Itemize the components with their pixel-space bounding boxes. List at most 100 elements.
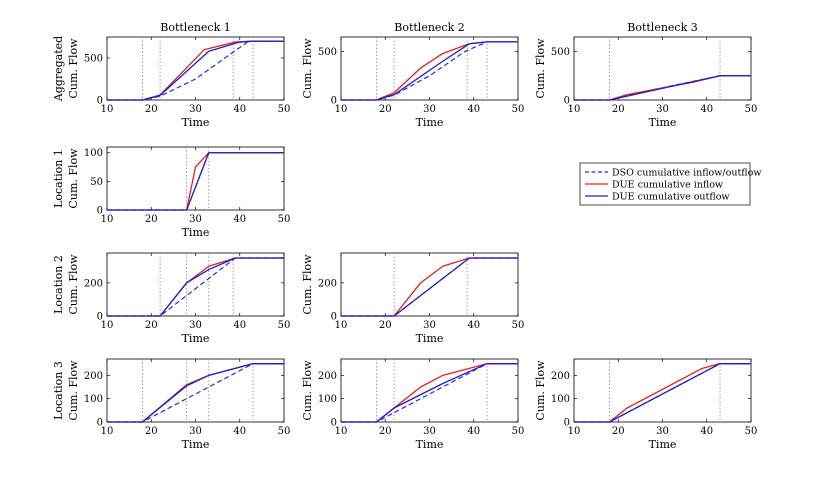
x-axis-label: Time <box>182 226 210 239</box>
x-tick-label: 40 <box>700 426 713 437</box>
y-tick-label: 500 <box>318 47 337 58</box>
column-title: Bottleneck 3 <box>627 21 698 34</box>
y-axis-label: Cum. Flow <box>301 254 314 315</box>
y-tick-label: 500 <box>84 54 103 65</box>
legend-label: DUE cumulative inflow <box>612 180 723 191</box>
x-tick-label: 20 <box>145 214 158 225</box>
series-line-due-out <box>107 363 284 423</box>
x-tick-label: 30 <box>423 426 436 437</box>
y-tick-label: 100 <box>84 394 103 405</box>
x-axis-label: Time <box>416 332 444 345</box>
column-title: Bottleneck 2 <box>394 21 465 34</box>
y-tick-label: 200 <box>84 278 103 289</box>
series-line-due-out <box>107 257 284 317</box>
x-tick-label: 10 <box>101 320 114 331</box>
y-tick-label: 500 <box>551 47 570 58</box>
plot-area <box>106 146 285 211</box>
y-tick-label: 200 <box>84 371 103 382</box>
x-tick-label: 50 <box>512 426 525 437</box>
x-tick-label: 10 <box>101 214 114 225</box>
x-tick-label: 10 <box>335 104 348 115</box>
y-tick-label: 200 <box>551 371 570 382</box>
series-line-due-out <box>574 75 751 101</box>
subplot-grid: Bottleneck 1 Bottleneck 2 Bottleneck 3 Aggr… <box>52 21 757 451</box>
y-tick-label: 0 <box>331 312 337 323</box>
y-tick-label: 0 <box>331 418 337 429</box>
y-axis-label: Cum. Flow <box>67 254 80 315</box>
x-axis-label: Time <box>182 438 210 451</box>
series-line-due-out <box>341 41 518 101</box>
x-tick-label: 20 <box>379 320 392 331</box>
x-tick-label: 10 <box>101 426 114 437</box>
x-tick-label: 20 <box>379 104 392 115</box>
x-tick-label: 50 <box>745 426 758 437</box>
x-tick-label: 30 <box>423 320 436 331</box>
x-tick-label: 40 <box>233 104 246 115</box>
subplot: 10 20 30 40 50 0 100 200 Time Cum. Flow <box>67 358 291 451</box>
x-tick-label: 30 <box>189 426 202 437</box>
y-axis-label: Cum. Flow <box>301 360 314 421</box>
x-tick-label: 20 <box>145 426 158 437</box>
x-tick-label: 20 <box>612 104 625 115</box>
y-tick-label: 0 <box>97 96 103 107</box>
x-tick-label: 20 <box>612 426 625 437</box>
x-axis-label: Time <box>182 116 210 129</box>
x-tick-label: 40 <box>233 214 246 225</box>
x-tick-label: 30 <box>656 104 669 115</box>
x-tick-label: 30 <box>189 320 202 331</box>
x-tick-label: 30 <box>423 104 436 115</box>
x-tick-label: 10 <box>568 426 581 437</box>
y-tick-label: 100 <box>84 148 103 159</box>
x-tick-label: 40 <box>467 426 480 437</box>
plot-area <box>106 252 285 317</box>
x-tick-label: 30 <box>656 426 669 437</box>
x-tick-label: 30 <box>189 214 202 225</box>
x-tick-label: 10 <box>335 426 348 437</box>
subplot: 10 20 30 40 50 0 200 Time Cum. Flow <box>301 252 525 345</box>
x-tick-label: 10 <box>568 104 581 115</box>
y-tick-label: 0 <box>97 206 103 217</box>
x-tick-label: 10 <box>101 104 114 115</box>
y-tick-label: 0 <box>564 418 570 429</box>
plot-area <box>340 36 519 101</box>
y-tick-label: 50 <box>90 177 103 188</box>
series-line-due-out <box>341 363 518 423</box>
x-axis-label: Time <box>649 116 677 129</box>
y-tick-label: 0 <box>331 96 337 107</box>
y-axis-label: Cum. Flow <box>67 38 80 99</box>
x-tick-label: 10 <box>335 320 348 331</box>
y-tick-label: 200 <box>318 278 337 289</box>
series-line-due-out <box>107 152 284 211</box>
y-axis-label: Cum. Flow <box>534 360 547 421</box>
series-line-due-out <box>107 40 284 101</box>
row-label: Location 2 <box>52 255 65 314</box>
x-axis-label: Time <box>416 116 444 129</box>
y-tick-label: 100 <box>318 394 337 405</box>
series-line-due-out <box>574 363 751 423</box>
x-tick-label: 50 <box>278 320 291 331</box>
plot-area <box>106 358 285 423</box>
y-tick-label: 0 <box>564 96 570 107</box>
y-tick-label: 200 <box>318 371 337 382</box>
x-tick-label: 40 <box>233 426 246 437</box>
x-tick-label: 50 <box>512 320 525 331</box>
x-tick-label: 50 <box>278 426 291 437</box>
plot-area <box>573 358 752 423</box>
row-label: Aggregated <box>52 36 65 102</box>
column-title: Bottleneck 1 <box>160 21 231 34</box>
y-tick-label: 0 <box>97 418 103 429</box>
subplot: 10 20 30 40 50 0 200 Time Cum. Flow <box>67 252 291 345</box>
y-tick-label: 0 <box>97 312 103 323</box>
plot-area <box>106 36 285 101</box>
y-axis-label: Cum. Flow <box>67 148 80 209</box>
x-tick-label: 40 <box>233 320 246 331</box>
x-axis-label: Time <box>416 438 444 451</box>
x-tick-label: 50 <box>745 104 758 115</box>
subplot: 10 20 30 40 50 0 100 200 Time Cum. Flow <box>301 358 525 451</box>
x-tick-label: 20 <box>379 426 392 437</box>
x-tick-label: 20 <box>145 104 158 115</box>
